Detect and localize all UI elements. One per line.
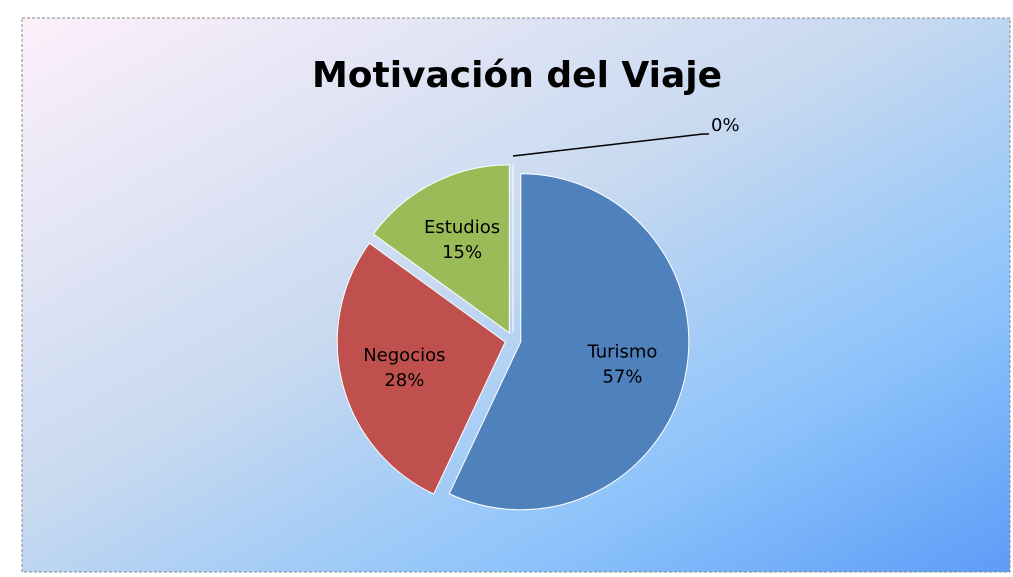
slice-category-label: Negocios: [363, 345, 445, 366]
pie-slice: [448, 173, 690, 511]
slice-value-label: 28%: [384, 370, 424, 391]
slice-category-label: Turismo: [586, 341, 657, 362]
slice-category-label: Estudios: [424, 217, 500, 238]
slice-value-label: 15%: [442, 242, 482, 263]
pie-slice: [372, 164, 510, 334]
leader-line: [512, 133, 709, 157]
chart-title: Motivación del Viaje: [312, 55, 722, 96]
pie-slice: [336, 242, 506, 495]
slice-value-label: 57%: [602, 366, 642, 387]
slice-value-label: 0%: [711, 115, 740, 136]
